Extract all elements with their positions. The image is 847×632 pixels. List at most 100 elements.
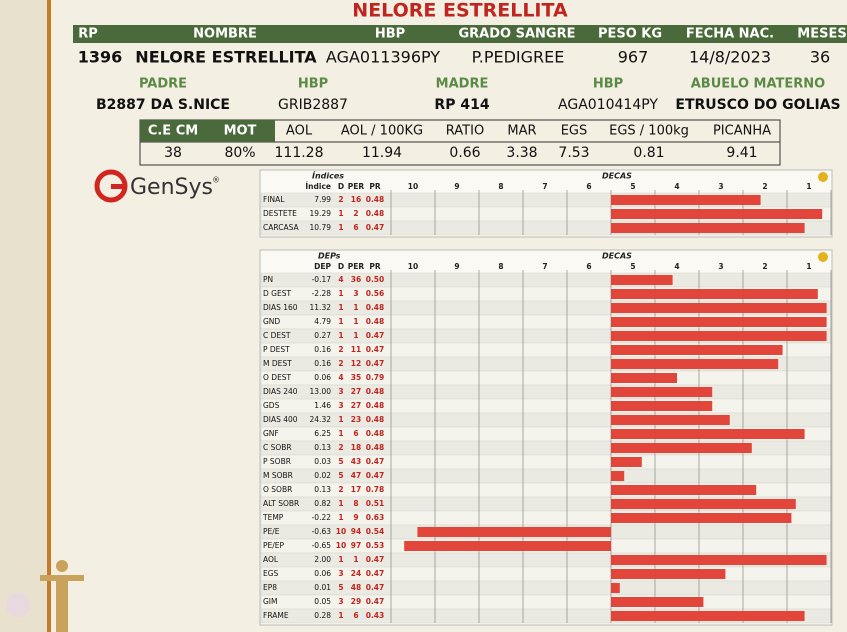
- row-band: [260, 384, 832, 400]
- row-band: [260, 454, 832, 470]
- row-deca: 5: [338, 583, 343, 592]
- percentile-bar: [611, 611, 805, 621]
- percentile-bar: [611, 275, 673, 285]
- row-name: AOL: [263, 555, 279, 564]
- row-per: 6: [353, 611, 358, 620]
- row-name: EP8: [263, 583, 277, 592]
- row-pr: 0.47: [366, 583, 385, 592]
- row-name: DIAS 240: [263, 387, 298, 396]
- row-band: [260, 398, 832, 414]
- row-pr: 0.47: [366, 457, 385, 466]
- row-value: -0.22: [312, 513, 332, 522]
- trophy: [818, 252, 828, 262]
- row-deca: 4: [338, 275, 343, 284]
- logo: GenSys ®: [94, 169, 220, 203]
- row-value: 0.16: [314, 345, 331, 354]
- row-deca: 3: [338, 597, 343, 606]
- header-label: NOMBRE: [193, 27, 257, 42]
- row-value: 10.79: [310, 223, 332, 232]
- row-per: 1: [353, 555, 358, 564]
- row-pr: 0.47: [366, 345, 385, 354]
- row-name: P DEST: [263, 345, 290, 354]
- row-pr: 0.79: [366, 373, 385, 382]
- row-name: P SOBR: [263, 457, 291, 466]
- scale-title: DECAS: [602, 172, 632, 181]
- measure-label: MAR: [507, 124, 536, 139]
- row-deca: 1: [338, 317, 343, 326]
- parent-value: ETRUSCO DO GOLIAS: [675, 97, 840, 113]
- row-name: FRAME: [263, 611, 289, 620]
- row-pr: 0.50: [366, 275, 385, 284]
- row-name: O DEST: [263, 373, 292, 382]
- row-per: 2: [353, 209, 358, 218]
- deca-label: 9: [454, 182, 459, 191]
- row-value: 0.02: [314, 471, 331, 480]
- row-pr: 0.51: [366, 499, 385, 508]
- measure-label: AOL / 100KG: [341, 124, 423, 139]
- deca-label: 4: [674, 262, 679, 271]
- row-per: 27: [351, 387, 361, 396]
- row-value: 2.00: [314, 555, 331, 564]
- deca-label: 6: [586, 262, 591, 271]
- row-name: FINAL: [263, 195, 285, 204]
- percentile-bar: [611, 373, 677, 383]
- row-deca: 2: [338, 345, 343, 354]
- percentile-bar: [417, 527, 611, 537]
- column-head: PR: [369, 262, 380, 271]
- row-band: [260, 272, 832, 288]
- measure-value: 11.94: [362, 145, 402, 161]
- measure-value: 111.28: [275, 145, 324, 161]
- row-value: 0.06: [314, 373, 331, 382]
- row-name: GDS: [263, 401, 280, 410]
- header-label: PESO KG: [598, 27, 662, 42]
- percentile-bar: [611, 415, 730, 425]
- row-deca: 1: [338, 289, 343, 298]
- row-pr: 0.47: [366, 555, 385, 564]
- row-per: 36: [351, 275, 361, 284]
- row-value: 0.28: [314, 611, 331, 620]
- row-pr: 0.48: [366, 209, 385, 218]
- percentile-bar: [611, 499, 796, 509]
- header-label: GRADO SANGRE: [459, 27, 576, 42]
- deca-label: 8: [498, 262, 503, 271]
- deca-label: 9: [454, 262, 459, 271]
- column-head: DEP: [314, 262, 331, 271]
- row-value: 0.13: [314, 485, 331, 494]
- scale-title: DECAS: [602, 252, 632, 261]
- percentile-bar: [611, 209, 823, 219]
- row-deca: 3: [338, 569, 343, 578]
- row-name: CARCASA: [263, 223, 299, 232]
- parent-label: PADRE: [139, 77, 187, 92]
- row-name: PE/EP: [263, 541, 285, 550]
- percentile-bar: [611, 223, 805, 233]
- measure-value: 80%: [224, 145, 255, 161]
- row-deca: 2: [338, 485, 343, 494]
- row-pr: 0.47: [366, 569, 385, 578]
- row-deca: 1: [338, 611, 343, 620]
- row-per: 35: [351, 373, 361, 382]
- row-value: 0.27: [314, 331, 331, 340]
- header-band: [73, 25, 847, 43]
- percentile-bar: [611, 195, 761, 205]
- flower: [6, 593, 30, 617]
- row-name: C DEST: [263, 331, 291, 340]
- percentile-bar: [611, 359, 779, 369]
- row-pr: 0.53: [366, 541, 385, 550]
- left-strip: [0, 0, 47, 632]
- statue-arms: [40, 575, 84, 581]
- measure-label: EGS: [561, 124, 588, 139]
- row-deca: 1: [338, 223, 343, 232]
- row-value: 11.32: [310, 303, 332, 312]
- column-head: D: [338, 262, 344, 271]
- percentile-bar: [611, 471, 625, 481]
- column-head: PER: [348, 262, 365, 271]
- row-band: [260, 370, 832, 386]
- row-per: 1: [353, 317, 358, 326]
- row-per: 3: [353, 289, 358, 298]
- row-name: M DEST: [263, 359, 292, 368]
- header-value: 1396: [78, 48, 123, 67]
- measure-label: PICANHA: [713, 124, 771, 139]
- row-band: [260, 412, 832, 428]
- measure-label: MOT: [224, 124, 257, 139]
- row-deca: 2: [338, 443, 343, 452]
